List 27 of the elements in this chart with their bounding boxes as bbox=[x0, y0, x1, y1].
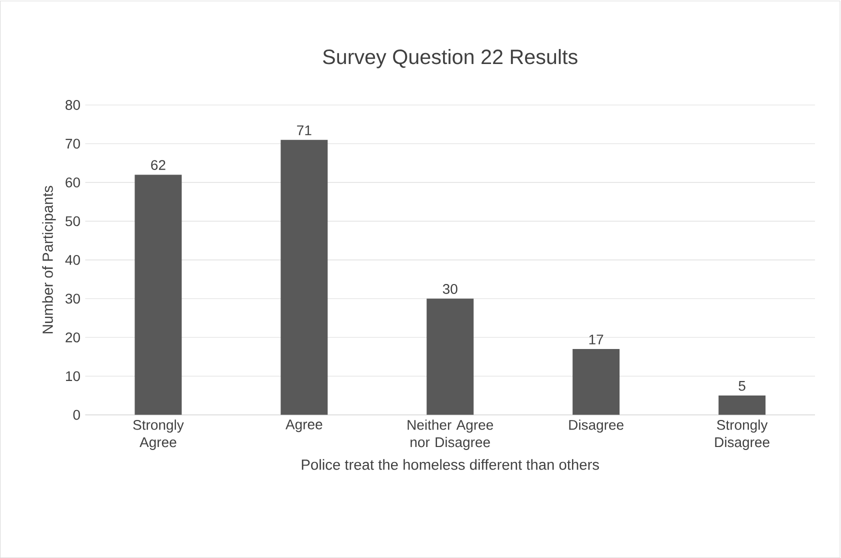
data-label: 71 bbox=[297, 125, 312, 136]
y-tick-label: 40 bbox=[65, 254, 80, 265]
y-tick-label: 50 bbox=[66, 216, 80, 226]
y-tick-label: 0 bbox=[73, 410, 80, 420]
y-axis-title: Number of Participants bbox=[42, 186, 56, 334]
x-tick-label: Agree bbox=[286, 420, 322, 432]
data-label: 30 bbox=[442, 284, 458, 294]
y-tick-label: 20 bbox=[66, 332, 80, 342]
y-tick-label: 10 bbox=[66, 371, 80, 382]
x-tick-label: Strongly Agree bbox=[133, 420, 184, 450]
y-tick-label: 30 bbox=[65, 294, 80, 304]
bar bbox=[134, 174, 182, 415]
y-tick-label: 60 bbox=[66, 177, 80, 188]
bar bbox=[718, 395, 766, 415]
x-tick-label: Strongly Disagree bbox=[715, 420, 770, 450]
y-tick-label: 70 bbox=[66, 138, 80, 149]
bar bbox=[426, 298, 474, 415]
data-label: 62 bbox=[151, 160, 166, 170]
x-axis-title: Police treat the homeless different than others bbox=[302, 459, 599, 470]
bar bbox=[572, 348, 620, 415]
chart-title: Survey Question 22 Results bbox=[323, 48, 578, 68]
bar bbox=[280, 140, 328, 415]
data-label: 5 bbox=[738, 380, 746, 391]
x-tick-label: Disagree bbox=[569, 420, 624, 433]
data-label: 17 bbox=[589, 334, 604, 344]
x-tick-label: Neither Agree nor Disagree bbox=[408, 420, 494, 450]
y-tick-label: 80 bbox=[66, 100, 80, 110]
